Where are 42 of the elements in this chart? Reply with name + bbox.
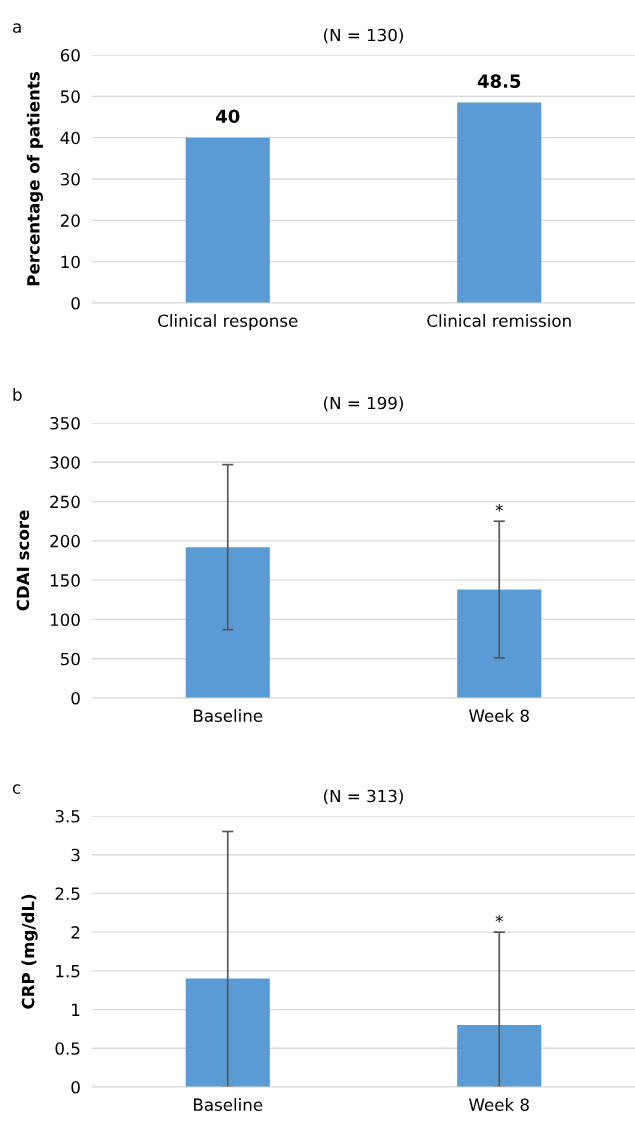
- x-tick-label: Baseline: [194, 1098, 263, 1112]
- annotation: *: [495, 914, 503, 923]
- y-tick-label: 3: [71, 848, 80, 862]
- y-tick-label: 150: [50, 574, 80, 587]
- text: c: [12, 784, 21, 794]
- y-tick-label: 20: [60, 214, 80, 227]
- y-tick-label: 250: [50, 495, 80, 509]
- y-axis-title: CDAI score: [16, 510, 30, 611]
- x-tick-label: Clinical remission: [427, 314, 571, 328]
- y-tick-label: 300: [50, 456, 80, 469]
- y-tick-label: 2.5: [55, 887, 80, 900]
- y-tick-label: 10: [61, 255, 80, 269]
- y-tick-label: 50: [60, 90, 80, 103]
- y-tick-label: 60: [60, 48, 80, 62]
- y-tick-label: 50: [60, 652, 80, 666]
- y-tick-label: 100: [50, 613, 80, 626]
- text: a: [13, 23, 21, 33]
- y-tick-label: 1: [72, 1003, 80, 1016]
- y-tick-label: 0.5: [55, 1042, 80, 1055]
- chart-title: (N = 130): [324, 28, 403, 44]
- text: b: [13, 388, 22, 401]
- x-tick-label: Baseline: [194, 709, 263, 723]
- chart-title: (N = 199): [324, 396, 403, 412]
- data-label: 40: [216, 109, 240, 124]
- y-tick-label: 0: [71, 296, 80, 310]
- x-tick-label: Week 8: [469, 1098, 529, 1112]
- x-tick-label: Clinical response: [158, 314, 298, 331]
- chart-title: (N = 313): [324, 789, 403, 805]
- y-tick-label: 3.5: [55, 809, 80, 823]
- x-tick-label: Week 8: [469, 709, 529, 723]
- y-axis-title: CRP (mg/dL): [21, 894, 38, 1009]
- y-tick-label: 350: [50, 416, 80, 430]
- y-tick-label: 2: [71, 926, 80, 939]
- y-tick-label: 0: [71, 691, 80, 705]
- y-axis-title: Percentage of patients: [26, 72, 44, 286]
- y-tick-label: 40: [60, 131, 80, 145]
- y-tick-label: 1.5: [56, 965, 80, 978]
- y-tick-label: 30: [60, 172, 80, 186]
- annotation: *: [495, 503, 503, 512]
- data-label: 48.5: [477, 74, 521, 88]
- y-tick-label: 200: [50, 534, 80, 548]
- y-tick-label: 0: [71, 1080, 80, 1094]
